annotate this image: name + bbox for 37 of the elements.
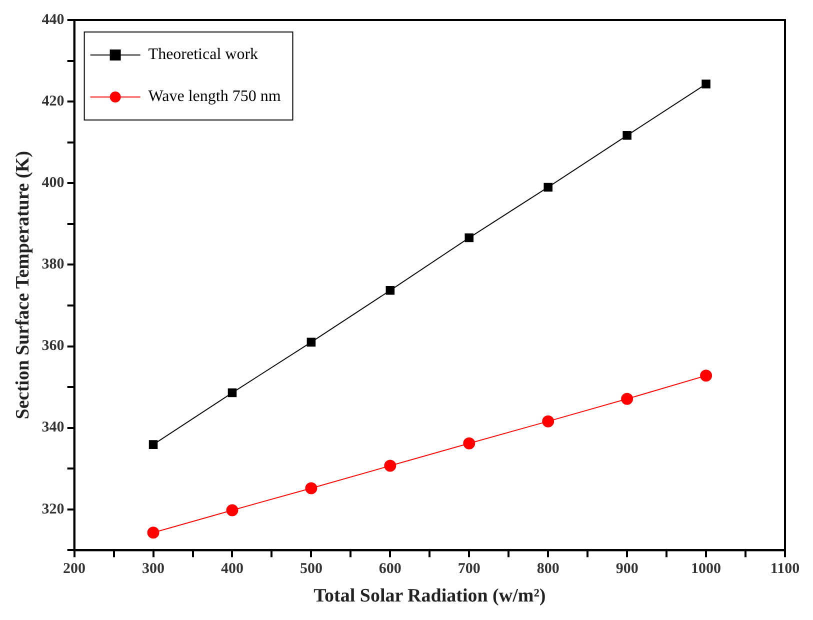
y-tick-label: 380 bbox=[42, 256, 64, 273]
x-axis-title: Total Solar Radiation (w/m²) bbox=[314, 586, 546, 607]
y-tick-label: 440 bbox=[42, 12, 64, 28]
x-tick-label: 900 bbox=[616, 561, 638, 578]
y-tick-label: 320 bbox=[42, 501, 64, 518]
y-tick-label: 400 bbox=[42, 175, 64, 192]
point bbox=[147, 526, 160, 539]
x-tick-label: 300 bbox=[142, 561, 165, 578]
x-tick-label: 200 bbox=[63, 561, 86, 578]
y-tick-label: 360 bbox=[42, 338, 64, 354]
point bbox=[542, 415, 554, 428]
legend-label: Theoretical work bbox=[148, 46, 258, 64]
y-tick-label: 420 bbox=[42, 93, 64, 110]
point bbox=[228, 388, 237, 398]
point bbox=[306, 338, 316, 347]
point bbox=[305, 482, 318, 494]
point bbox=[700, 370, 712, 382]
legend-label: Wave length 750 nm bbox=[148, 88, 282, 106]
point bbox=[464, 233, 474, 242]
x-tick-label: 500 bbox=[300, 561, 322, 578]
x-tick-label: 600 bbox=[378, 561, 402, 578]
point bbox=[384, 460, 396, 472]
x-tick-label: 1000 bbox=[691, 561, 722, 578]
point bbox=[386, 286, 395, 295]
point bbox=[621, 392, 634, 405]
x-tick-label: 700 bbox=[458, 561, 480, 578]
point bbox=[226, 504, 238, 516]
point bbox=[702, 80, 710, 88]
y-axis-title: Section Surface Temperature (K) bbox=[12, 150, 34, 420]
x-tick-label: 800 bbox=[536, 561, 560, 578]
x-tick-label: 1100 bbox=[770, 561, 800, 578]
y-tick-label: 340 bbox=[42, 420, 64, 436]
x-tick-label: 400 bbox=[220, 561, 244, 578]
point bbox=[148, 440, 158, 449]
point bbox=[544, 182, 552, 192]
point bbox=[463, 437, 476, 450]
point bbox=[622, 131, 632, 140]
